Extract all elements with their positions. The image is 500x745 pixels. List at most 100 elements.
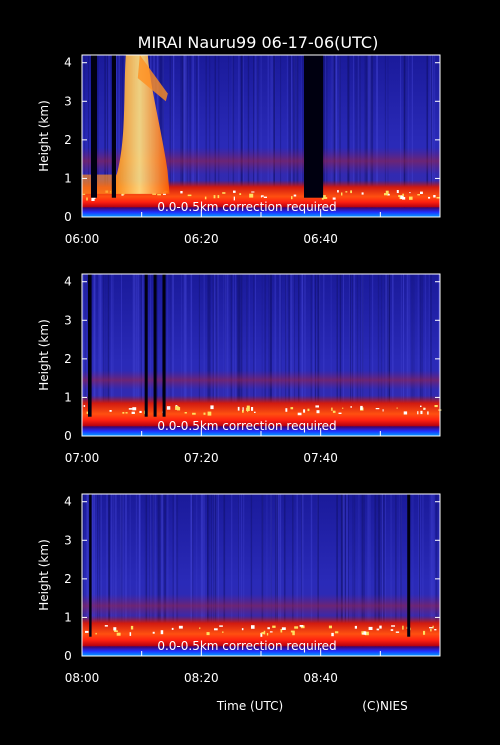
cloud-speck: [222, 192, 226, 194]
cloud-speck: [199, 627, 201, 629]
noise-streak: [233, 274, 234, 436]
noise-streak: [336, 274, 338, 436]
noise-streak: [111, 494, 113, 656]
cloud-speck: [361, 192, 364, 195]
noise-streak: [247, 55, 250, 217]
noise-streak: [298, 274, 300, 436]
noise-streak: [417, 274, 419, 436]
noise-streak: [93, 274, 95, 436]
noise-streak: [83, 274, 85, 436]
cloud-speck: [409, 196, 413, 200]
noise-streak: [288, 274, 289, 436]
data-gap: [89, 494, 92, 637]
data-gap: [91, 55, 97, 198]
noise-streak: [353, 55, 354, 217]
noise-streak: [167, 274, 169, 436]
noise-streak: [170, 274, 172, 436]
noise-streak: [267, 55, 270, 217]
cloud-speck: [332, 197, 336, 200]
noise-streak: [408, 274, 410, 436]
noise-streak: [152, 494, 155, 656]
y-tick-label: 1: [64, 610, 72, 624]
noise-streak: [164, 494, 166, 656]
noise-streak: [238, 494, 239, 656]
noise-streak: [140, 274, 143, 436]
noise-streak: [181, 55, 182, 217]
cloud-speck: [251, 191, 255, 193]
noise-streak: [239, 274, 241, 436]
cloud-speck: [386, 193, 390, 196]
x-tick-label: 07:20: [184, 451, 219, 465]
noise-streak: [184, 55, 186, 217]
cloud-speck: [350, 190, 352, 194]
cloud-speck: [375, 408, 380, 410]
cloud-speck: [420, 410, 423, 415]
noise-streak: [216, 494, 217, 656]
noise-streak: [380, 274, 383, 436]
noise-streak: [162, 55, 164, 217]
noise-streak: [121, 55, 124, 217]
noise-streak: [108, 494, 110, 656]
noise-streak: [302, 274, 304, 436]
noise-streak: [387, 55, 389, 217]
noise-streak: [98, 274, 101, 436]
noise-streak: [284, 494, 285, 656]
noise-streak: [121, 274, 122, 436]
cloud-speck: [396, 407, 398, 409]
cloud-speck: [237, 406, 240, 411]
noise-streak: [91, 494, 94, 656]
cloud-speck: [261, 195, 264, 197]
noise-streak: [384, 55, 386, 217]
noise-streak: [242, 55, 244, 217]
noise-streak: [369, 274, 371, 436]
noise-streak: [157, 494, 159, 656]
cloud-speck: [321, 197, 324, 200]
cloud-speck: [335, 631, 339, 634]
cloud-speck: [368, 626, 373, 630]
noise-streak: [181, 274, 182, 436]
noise-streak: [367, 55, 368, 217]
cloud-base-specks: [85, 625, 437, 637]
noise-streak: [84, 55, 86, 217]
cloud-speck: [109, 410, 112, 412]
noise-streak: [136, 274, 138, 436]
correction-note: 0.0-0.5km correction required: [157, 419, 336, 433]
noise-streak: [102, 274, 105, 436]
cloud-speck: [166, 406, 171, 410]
noise-streak: [361, 494, 363, 656]
noise-streak: [301, 55, 303, 217]
noise-streak: [392, 274, 394, 436]
cloud-speck: [385, 190, 389, 195]
noise-streak: [434, 494, 436, 656]
noise-streak: [99, 494, 101, 656]
noise-streak: [296, 55, 298, 217]
y-tick-label: 4: [64, 495, 72, 509]
noise-streak: [260, 55, 262, 217]
noise-streak: [111, 274, 113, 436]
cloud-speck: [192, 412, 196, 415]
noise-streak: [224, 494, 226, 656]
noise-streak: [238, 274, 240, 436]
noise-streak: [380, 494, 382, 656]
noise-streak: [338, 55, 341, 217]
noise-streak: [183, 55, 186, 217]
noise-streak: [256, 55, 258, 217]
noise-streak: [214, 274, 216, 436]
y-tick-label: 2: [64, 572, 72, 586]
noise-streak: [325, 55, 326, 217]
cloud-speck: [402, 193, 404, 196]
noise-streak: [407, 55, 409, 217]
panel-3: 0 1 2 3 4 Height (km) 08:00 08:20 08:40 0.0-0.5km…: [37, 493, 441, 685]
cloud-speck: [113, 627, 117, 631]
noise-streak: [82, 494, 84, 656]
cloud-speck: [365, 631, 369, 636]
cloud-speck: [121, 193, 125, 195]
noise-streak: [159, 494, 161, 656]
noise-streak: [279, 274, 281, 436]
noise-streak: [285, 274, 288, 436]
cloud-speck: [260, 632, 263, 637]
noise-streak: [196, 494, 198, 656]
noise-streak: [355, 55, 357, 217]
noise-streak: [343, 494, 345, 656]
noise-streak: [107, 55, 109, 217]
